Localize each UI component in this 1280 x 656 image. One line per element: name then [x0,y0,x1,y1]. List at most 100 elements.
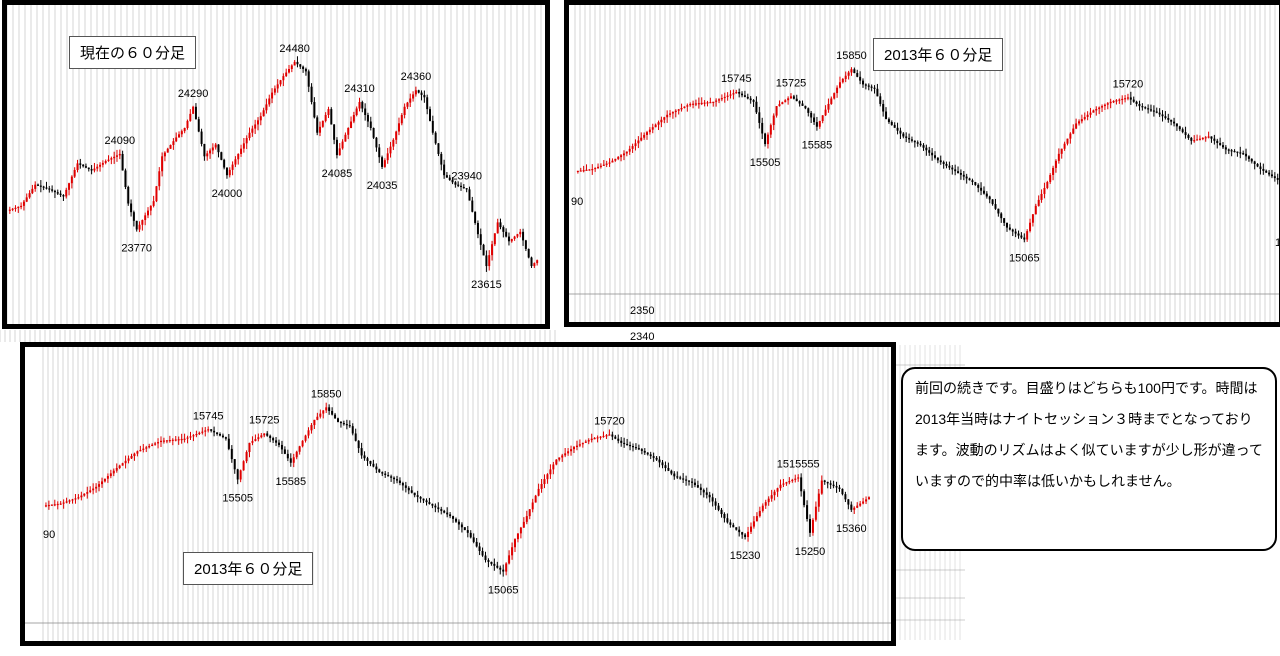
candle [1020,232,1023,239]
candle [528,509,531,520]
candle [107,155,110,162]
candle [513,235,516,241]
candle [660,116,663,128]
price-label: 15850 [836,50,867,62]
candle [772,113,775,131]
candle [310,423,313,434]
candle [214,142,217,150]
candle [664,461,667,472]
candle [437,143,440,157]
candle [581,442,584,448]
candle [381,155,384,170]
price-label: 23770 [121,242,152,254]
price-label: 24290 [178,88,209,100]
candle [985,191,988,199]
candle [115,149,118,162]
candle [599,436,602,440]
candle [1175,123,1178,131]
candle [358,97,361,112]
candle [101,477,103,488]
candle [945,161,948,169]
candle [431,115,434,135]
candle [614,158,617,162]
candle [496,561,499,569]
candle [465,188,468,193]
candle [558,457,561,462]
candle [543,474,546,489]
candle [296,56,299,68]
candle [48,185,51,193]
candle [1144,106,1147,110]
candle [830,96,833,105]
candle [691,478,693,488]
candle [77,494,80,500]
candle [1150,104,1152,112]
candle [890,120,893,126]
candle [144,212,147,226]
price-label: 24310 [344,83,375,95]
candle [997,208,1000,217]
candle [242,460,245,471]
candle [631,143,634,153]
candle [37,183,40,186]
candle [87,167,90,172]
candle [142,444,145,453]
candle [392,138,395,151]
candle [127,185,130,206]
candle [833,92,836,100]
candle [1155,107,1158,114]
candle [490,561,493,566]
candle [1075,118,1078,130]
candle [183,127,186,134]
candle [519,228,522,238]
candle [86,486,89,499]
candle [913,140,916,148]
candle [401,481,404,491]
candle [375,136,378,152]
candle [723,92,726,103]
candle [17,206,20,213]
candle [237,153,240,165]
candle [508,550,511,565]
candle [39,180,42,193]
candle [419,496,422,503]
candle [882,99,885,117]
candle [555,459,558,466]
candle [1242,150,1245,155]
candle [640,448,643,455]
candle [1219,137,1222,146]
candle [723,512,726,523]
candle [256,117,259,131]
candle [865,496,868,505]
candle [1095,106,1098,116]
candle [654,123,657,128]
candle [870,84,873,92]
candle [867,83,870,91]
candle [251,436,254,446]
candle [1083,112,1086,121]
comment-text: 前回の続きです。目盛りはどちらも100円です。時間は2013年当時はナイトセッシ… [915,380,1263,489]
edge-label: 15 [1275,237,1280,249]
candle [962,171,965,181]
candle [245,135,248,150]
candle [248,127,251,141]
candle [240,144,243,157]
candle [670,469,673,476]
candle [797,474,800,482]
candles [576,67,1279,243]
candle [410,486,413,494]
candle [22,199,25,211]
candle [1227,148,1230,154]
candle [381,471,384,477]
candle [220,151,223,161]
candle [806,500,809,522]
candle [360,442,363,459]
candle [655,456,658,461]
candle [245,450,248,464]
candle [588,169,591,171]
candle [112,468,115,477]
candle [149,205,152,216]
candle [460,522,463,533]
price-label: 24090 [105,135,136,147]
candlestick-chart-2013-bottom: 15850 15745 15725 15505 15585 15720 15065 15230… [25,347,891,641]
